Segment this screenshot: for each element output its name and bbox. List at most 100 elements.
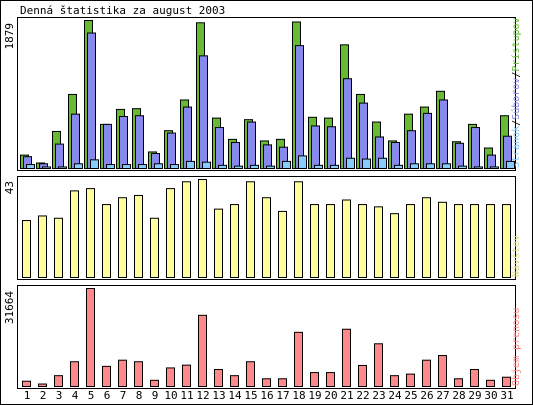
day-label: 17 [276, 389, 289, 402]
navstev-bar [438, 201, 447, 278]
day-label: 1 [24, 389, 31, 402]
suborov-bar [423, 112, 432, 169]
stranok-bar [362, 158, 371, 169]
prenos-bar [326, 372, 335, 387]
prenos-bar [134, 361, 143, 387]
prenos-bar [38, 383, 47, 387]
navstev-bar [326, 204, 335, 278]
navstev-bar [406, 204, 415, 278]
stranok-bar [186, 160, 195, 169]
stranok-bar [218, 164, 227, 169]
legend-pristupov: Prístupov [510, 17, 522, 71]
prenos-bar [102, 365, 111, 387]
suborov-bar [327, 126, 336, 169]
prenos-bar [358, 364, 367, 387]
navstev-bar [374, 206, 383, 278]
legend-suborov: Súborov [510, 78, 522, 120]
suborov-bar [119, 116, 128, 169]
day-label: 8 [136, 389, 143, 402]
navstev-bar [214, 208, 223, 279]
suborov-bar [391, 142, 400, 169]
day-label: 20 [324, 389, 337, 402]
navstev-bar [134, 194, 143, 278]
stranok-bar [378, 157, 387, 170]
navstev-bar [198, 179, 207, 278]
prenos-bar [246, 361, 255, 387]
prenos-bar [214, 368, 223, 387]
prenos-bar [182, 364, 191, 388]
navstev-bar [118, 197, 127, 278]
day-label: 12 [196, 389, 209, 402]
prenos-bar [54, 375, 63, 388]
suborov-bar [311, 125, 320, 169]
volume-panel-frame [17, 285, 516, 389]
day-label: 3 [56, 389, 63, 402]
suborov-bar [167, 132, 176, 170]
navstev-bar [230, 204, 239, 278]
suborov-bar [439, 99, 448, 169]
prenos-bar [278, 378, 287, 388]
legend-navstev: Návštev [510, 235, 522, 277]
day-label: 7 [120, 389, 127, 402]
day-label: 27 [436, 389, 449, 402]
stranok-bar [330, 164, 339, 169]
legend-separator: / [511, 120, 522, 126]
prenos-bar [22, 380, 31, 387]
prenos-bar [198, 314, 207, 388]
suborov-bar [71, 113, 80, 169]
suborov-bar [247, 121, 256, 169]
stranok-bar [202, 161, 211, 170]
prenos-bar [406, 373, 415, 387]
prenos-bar [454, 378, 463, 388]
day-label: 16 [260, 389, 273, 402]
prenos-bar [470, 368, 479, 387]
navstev-bar [150, 217, 159, 278]
bar-marks [20, 20, 515, 388]
stranok-bar [458, 165, 467, 169]
stranok-bar [42, 166, 51, 170]
stranok-bar [314, 164, 323, 169]
stranok-bar [106, 164, 115, 170]
suborov-bar [295, 45, 304, 169]
stranok-bar [282, 160, 291, 169]
prenos-bar [374, 343, 383, 387]
day-label: 2 [40, 389, 47, 402]
chart-title: Denná štatistika za august 2003 [20, 4, 225, 17]
day-label: 5 [88, 389, 95, 402]
stranok-bar [266, 165, 275, 169]
visits-max-label: 43 [3, 181, 16, 194]
navstev-bar [38, 215, 47, 279]
navstev-bar [358, 204, 367, 278]
navstev-bar [54, 217, 63, 278]
prenos-bar [502, 376, 511, 387]
stranok-bar [234, 165, 243, 169]
day-label: 4 [72, 389, 79, 402]
prenos-bar [390, 375, 399, 388]
day-label: 30 [484, 389, 497, 402]
prenos-bar [422, 359, 431, 388]
suborov-bar [215, 127, 224, 169]
prenos-bar [486, 379, 495, 387]
legend-separator: / [511, 72, 522, 78]
stranok-bar [122, 164, 131, 170]
suborov-bar [407, 130, 416, 169]
hits-legend: Stránok/Súborov/Prístupov [510, 17, 522, 168]
stranok-bar [394, 164, 403, 169]
navstev-bar [102, 204, 111, 278]
day-label: 22 [356, 389, 369, 402]
prenos-bar [230, 375, 239, 388]
stranok-bar [442, 163, 451, 169]
navstev-bar [86, 188, 95, 278]
day-label: 13 [212, 389, 225, 402]
prenos-bar [118, 359, 127, 388]
stranok-bar [90, 159, 99, 169]
day-label: 21 [340, 389, 353, 402]
suborov-bar [471, 127, 480, 169]
legend-stranok: Stránok [510, 126, 522, 168]
navstev-bar [310, 204, 319, 278]
visits-panel-frame [17, 176, 516, 280]
prenos-bar [262, 378, 271, 388]
day-label: 29 [468, 389, 481, 402]
suborov-bar [263, 144, 272, 169]
navstev-bar [70, 190, 79, 279]
